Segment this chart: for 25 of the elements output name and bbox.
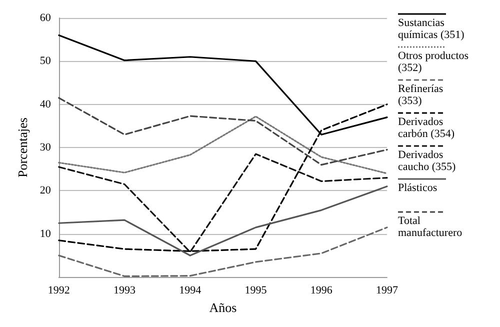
- x-tick-label: 1997: [376, 284, 398, 297]
- legend-label: Sustancias químicas (351): [398, 17, 465, 41]
- legend-label: Derivados carbón (354): [398, 116, 455, 140]
- x-tick-label: 1992: [48, 284, 70, 297]
- y-tick-label: 60: [40, 12, 52, 24]
- x-tick-label: 1994: [179, 284, 202, 297]
- x-tick-label: 1996: [310, 284, 333, 297]
- y-tick-label: 40: [40, 98, 52, 110]
- line-series: [58, 116, 388, 174]
- legend-label: Total manufacturero: [398, 215, 463, 239]
- y-axis-title: Porcentajes: [15, 118, 30, 178]
- x-tick-label: 1993: [114, 284, 136, 297]
- y-tick-label: 20: [40, 184, 52, 197]
- legend-label: Plásticos: [398, 182, 438, 194]
- line-series: [58, 153, 388, 253]
- legend-label: Derivados caucho (355): [398, 149, 456, 173]
- y-tick-label: 50: [40, 55, 52, 68]
- legend-label: Otros productos (352): [398, 50, 472, 74]
- line-series: [58, 186, 388, 256]
- line-series: [58, 97, 388, 166]
- y-tick-label: 30: [40, 142, 52, 154]
- y-tick-label: 10: [40, 228, 52, 240]
- x-tick-label: 1995: [244, 284, 268, 297]
- x-axis-title: Años: [209, 300, 237, 315]
- legend-label: Refinerías (353): [398, 83, 446, 107]
